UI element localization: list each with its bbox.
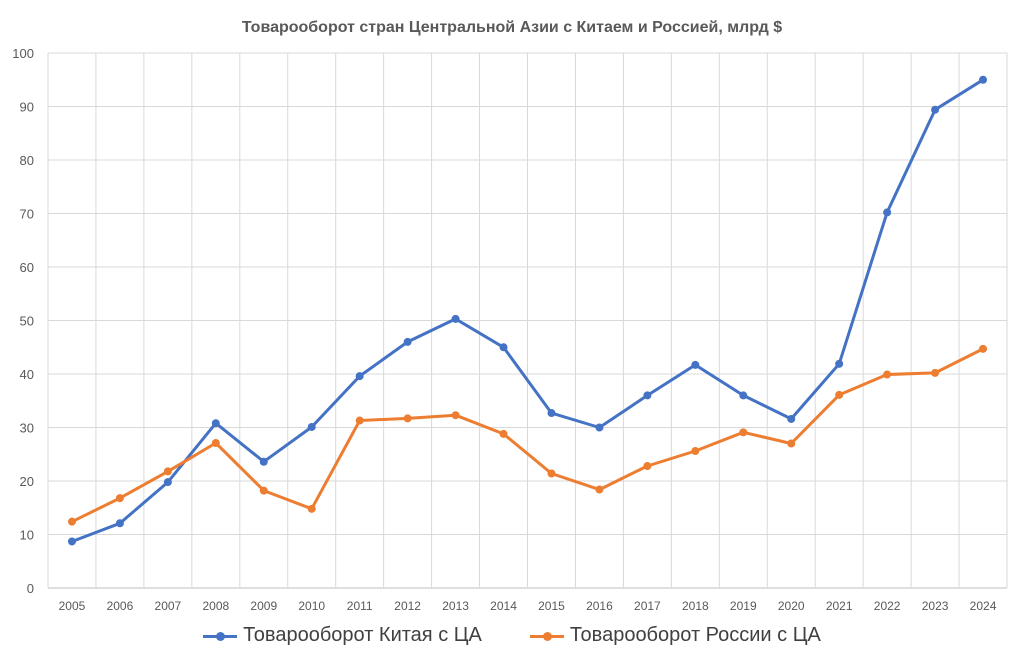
data-point bbox=[931, 368, 940, 377]
series-russia bbox=[67, 344, 988, 526]
legend-swatch-russia bbox=[529, 628, 564, 644]
y-tick-label: 20 bbox=[20, 474, 34, 489]
data-point bbox=[883, 370, 892, 379]
y-tick-label: 30 bbox=[20, 421, 34, 436]
data-point bbox=[595, 485, 604, 494]
x-tick-label: 2021 bbox=[826, 599, 853, 613]
data-point bbox=[979, 344, 988, 353]
data-point bbox=[835, 359, 844, 368]
x-tick-label: 2008 bbox=[202, 599, 229, 613]
x-tick-label: 2019 bbox=[730, 599, 757, 613]
data-point bbox=[499, 343, 508, 352]
series-line bbox=[70, 78, 985, 543]
data-point bbox=[979, 75, 988, 84]
x-tick-label: 2009 bbox=[250, 599, 277, 613]
data-point bbox=[931, 105, 940, 114]
x-tick-label: 2013 bbox=[442, 599, 469, 613]
y-tick-label: 0 bbox=[27, 581, 34, 596]
data-point bbox=[739, 428, 748, 437]
series-china bbox=[67, 75, 988, 546]
data-point bbox=[259, 457, 268, 466]
series-line bbox=[70, 347, 985, 524]
data-point bbox=[643, 391, 652, 400]
x-tick-label: 2018 bbox=[682, 599, 709, 613]
y-tick-label: 10 bbox=[20, 528, 34, 543]
data-point bbox=[307, 504, 316, 513]
x-tick-label: 2012 bbox=[394, 599, 421, 613]
data-point bbox=[643, 462, 652, 471]
data-point bbox=[787, 414, 796, 423]
y-tick-label: 90 bbox=[20, 100, 34, 115]
x-tick-label: 2022 bbox=[874, 599, 901, 613]
x-tick-label: 2017 bbox=[634, 599, 661, 613]
data-point bbox=[451, 314, 460, 323]
data-point bbox=[403, 337, 412, 346]
data-point bbox=[163, 467, 172, 476]
data-point bbox=[115, 519, 124, 528]
data-point bbox=[547, 409, 556, 418]
data-point bbox=[211, 419, 220, 428]
chart-title: Товарооборот стран Центральной Азии с Ки… bbox=[242, 19, 782, 36]
legend-swatch-china bbox=[203, 628, 238, 644]
data-point bbox=[211, 439, 220, 448]
data-point bbox=[451, 411, 460, 420]
gridlines bbox=[47, 52, 1008, 589]
y-tick-label: 80 bbox=[20, 153, 34, 168]
data-point bbox=[691, 360, 700, 369]
x-tick-label: 2011 bbox=[347, 599, 373, 613]
legend-item-russia: Товарооборот России с ЦА bbox=[529, 624, 821, 647]
y-tick-label: 60 bbox=[20, 260, 34, 275]
x-tick-label: 2014 bbox=[490, 599, 517, 613]
data-point bbox=[259, 486, 268, 495]
y-tick-label: 100 bbox=[12, 46, 34, 61]
x-tick-label: 2016 bbox=[586, 599, 613, 613]
data-point bbox=[355, 372, 364, 381]
axes: 0 10 20 30 40 50 60 70 80 90 100 2005 2006 2007 2008 20… bbox=[12, 46, 996, 613]
data-point bbox=[835, 390, 844, 399]
x-tick-label: 2006 bbox=[107, 599, 134, 613]
data-point bbox=[67, 517, 76, 526]
data-point bbox=[307, 422, 316, 431]
data-point bbox=[403, 414, 412, 423]
data-point bbox=[739, 391, 748, 400]
data-point bbox=[163, 478, 172, 487]
data-point bbox=[547, 469, 556, 478]
series-lines bbox=[67, 75, 988, 546]
x-tick-label: 2024 bbox=[970, 599, 997, 613]
x-tick-label: 2010 bbox=[298, 599, 325, 613]
data-point bbox=[883, 208, 892, 217]
x-tick-label: 2007 bbox=[155, 599, 182, 613]
data-point bbox=[691, 447, 700, 456]
data-point bbox=[787, 439, 796, 448]
y-tick-label: 70 bbox=[20, 207, 34, 222]
x-tick-label: 2020 bbox=[778, 599, 805, 613]
data-point bbox=[115, 494, 124, 503]
data-point bbox=[67, 537, 76, 546]
y-tick-label: 50 bbox=[20, 314, 34, 329]
legend-label-russia: Товарооборот России с ЦА bbox=[569, 624, 821, 646]
legend-label-china: Товарооборот Китая с ЦА bbox=[243, 624, 482, 646]
legend-item-china: Товарооборот Китая с ЦА bbox=[203, 624, 482, 647]
data-point bbox=[595, 423, 604, 432]
y-tick-label: 40 bbox=[20, 367, 34, 382]
x-tick-label: 2023 bbox=[922, 599, 949, 613]
legend: Товарооборот Китая с ЦА Товарооборот Рос… bbox=[0, 624, 1024, 647]
data-point bbox=[355, 416, 364, 425]
data-point bbox=[499, 429, 508, 438]
x-tick-label: 2005 bbox=[59, 599, 86, 613]
x-tick-label: 2015 bbox=[538, 599, 565, 613]
